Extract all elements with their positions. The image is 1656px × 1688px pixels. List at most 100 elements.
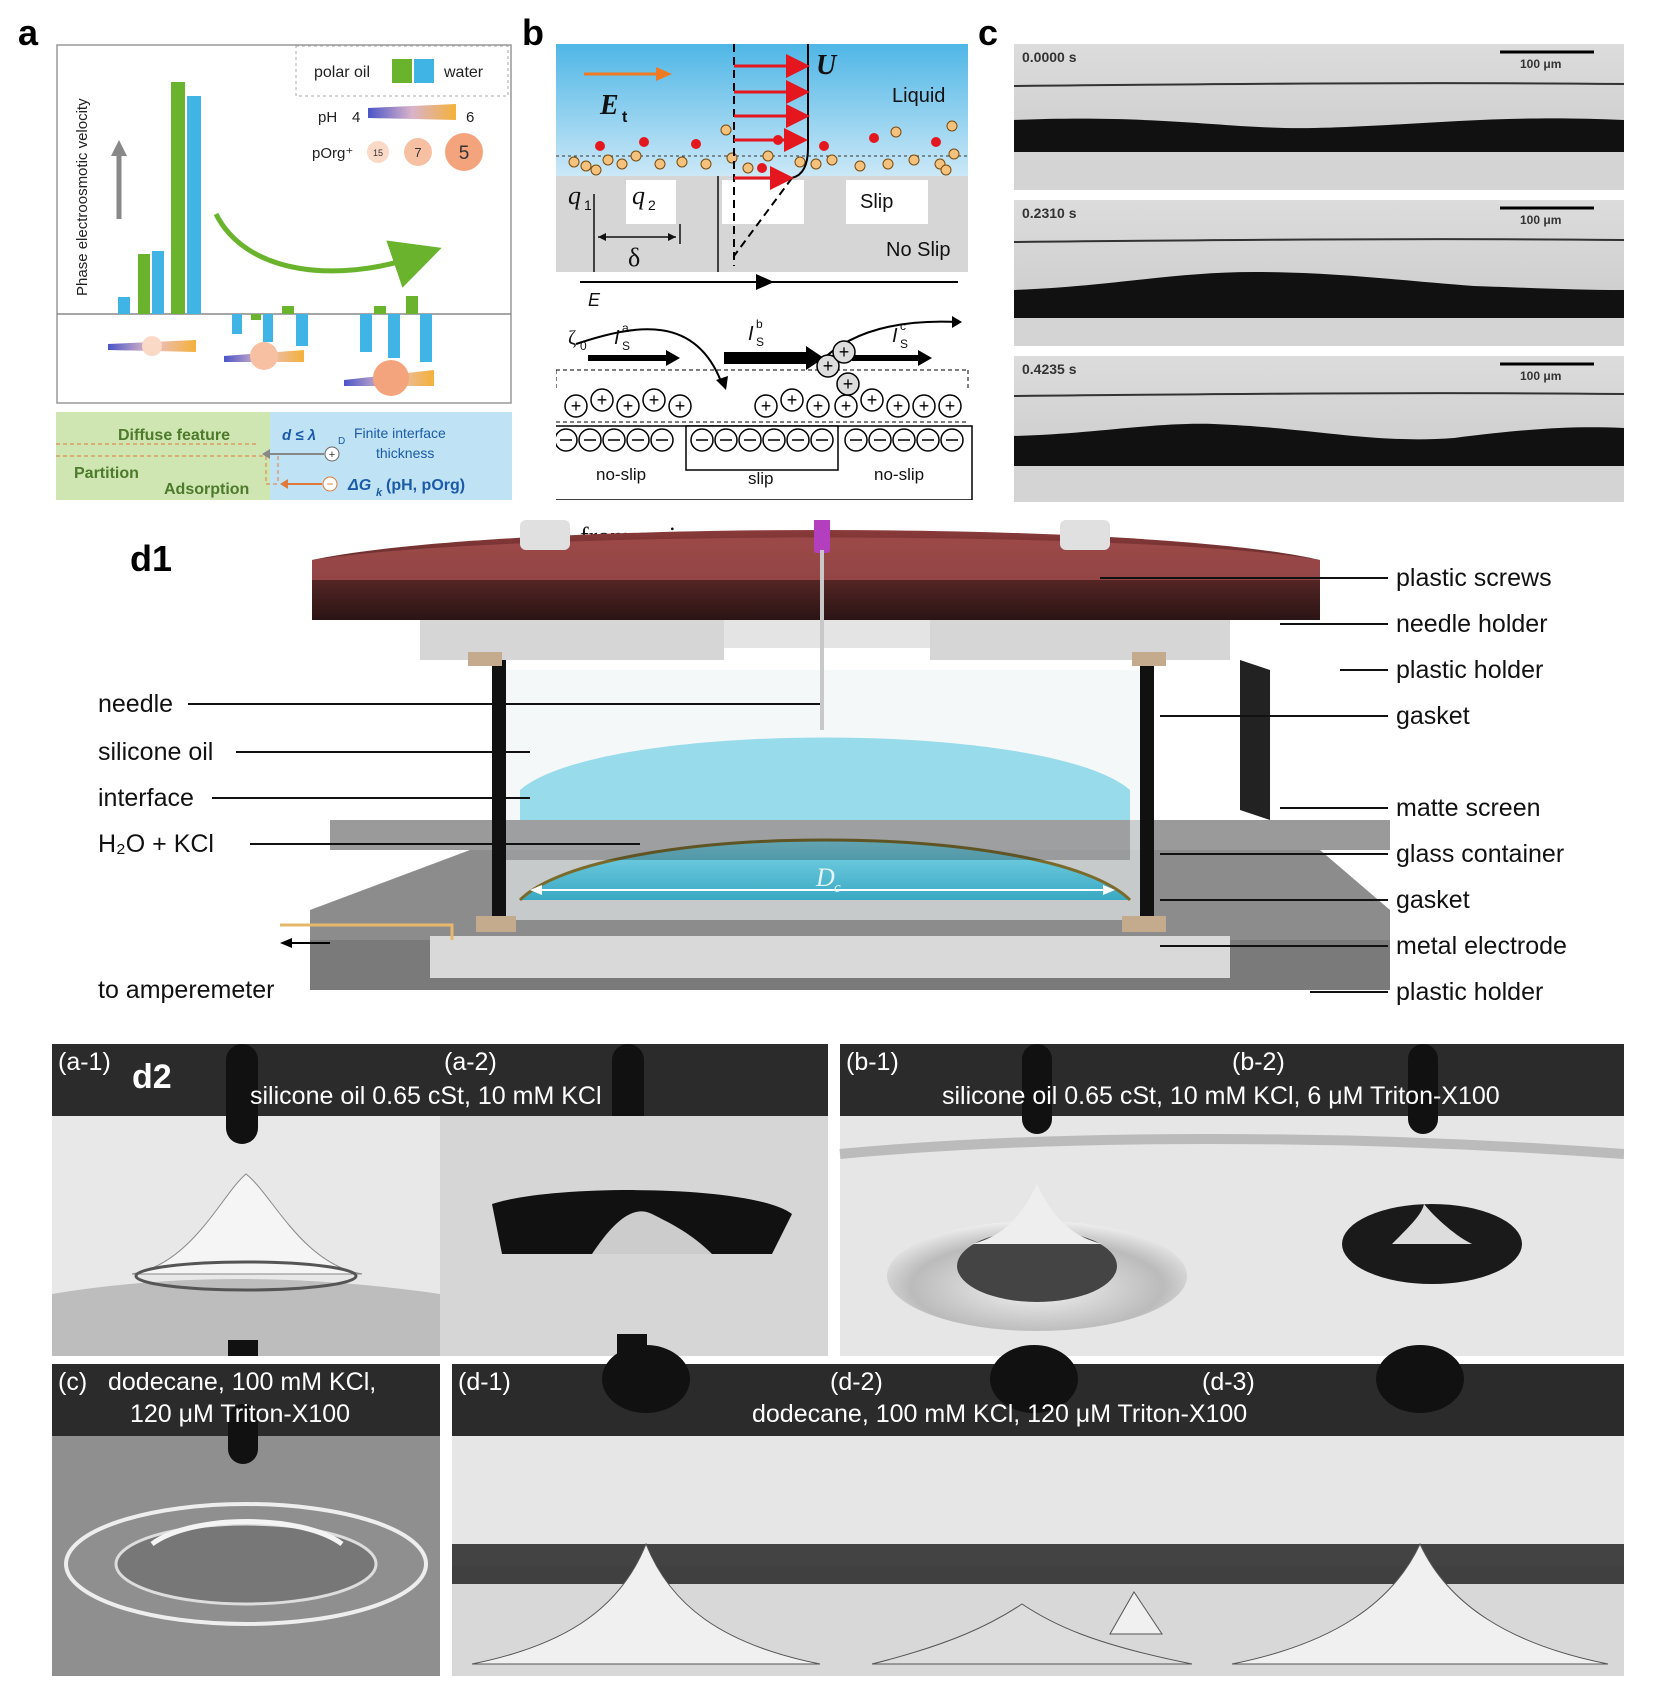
plastic-holder-top-right [930, 620, 1230, 660]
silicone-oil-layer [520, 737, 1130, 820]
panel-label-b: b [522, 12, 544, 53]
bar-oil-2 [138, 254, 150, 314]
bar-water-3 [187, 96, 201, 314]
frame-1-time: 0.0000 s [1022, 49, 1077, 65]
porg-value-5: 5 [459, 143, 470, 164]
no-slip-label: No Slip [886, 239, 950, 261]
frame-3: 0.4235 s 100 μm [1014, 356, 1624, 502]
porg-circle-15 [367, 141, 389, 163]
svg-text:+: + [571, 396, 582, 416]
zeta-sub: 0 [580, 339, 587, 353]
ph-min: 4 [352, 109, 360, 126]
svg-text:+: + [823, 356, 834, 376]
caption-c-2: 120 μM Triton-X100 [130, 1400, 350, 1428]
label-silicone-oil: silicone oil [98, 738, 213, 766]
delta-g-label: ΔG [347, 477, 371, 494]
label-plastic-holder-bottom: plastic holder [1396, 978, 1543, 1006]
label-d2: (d-2) [830, 1368, 883, 1396]
slip-label: Slip [860, 191, 893, 213]
label-d1: (d-1) [458, 1368, 511, 1396]
svg-text:+: + [893, 396, 904, 416]
porg-value-15: 15 [373, 148, 383, 158]
porg-circle-7 [404, 138, 432, 166]
label-a2: (a-2) [444, 1048, 497, 1076]
label-b2: (b-2) [1232, 1048, 1285, 1076]
caption-a: silicone oil 0.65 cSt, 10 mM KCl [250, 1082, 602, 1110]
label-to-amperemeter: to amperemeter [98, 976, 274, 1004]
Is-a-sub: S [622, 339, 630, 353]
frame-2: 0.2310 s 100 μm [1014, 200, 1624, 346]
d-lambda-label: d ≤ λ [282, 427, 316, 444]
panel-c-figure: 0.0000 s 100 μm 0.2310 s 100 μm 0.4235 s… [1014, 44, 1624, 502]
svg-text:+: + [761, 396, 772, 416]
svg-text:+: + [813, 396, 824, 416]
frame-3-time: 0.4235 s [1022, 361, 1077, 377]
panel-d1-figure: from syringe pump + power source D c nee… [98, 520, 1567, 1006]
bottom-no-slip-left: no-slip [596, 465, 646, 484]
frame-2-scale: 100 μm [1520, 213, 1561, 227]
Is-a-sup: a [622, 321, 629, 335]
liquid-label: Liquid [892, 85, 945, 107]
ph-max: 6 [466, 109, 474, 126]
adsorption-label: Adsorption [164, 481, 249, 498]
svg-text:+: + [329, 449, 335, 461]
plastic-screw-right [1060, 520, 1110, 550]
panel-label-a: a [18, 12, 39, 53]
svg-text:+: + [597, 390, 608, 410]
E-label: E [588, 290, 601, 310]
Is-b-sub: S [756, 335, 764, 349]
delta-g-args: (pH, pOrg) [386, 477, 465, 494]
label-plastic-holder-top: plastic holder [1396, 656, 1543, 684]
svg-text:+: + [841, 396, 852, 416]
caption-b: silicone oil 0.65 cSt, 10 mM KCl, 6 μM T… [942, 1082, 1500, 1110]
label-metal-electrode: metal electrode [1396, 932, 1567, 960]
porg-label: pOrg⁺ [312, 145, 353, 162]
water-kcl [520, 840, 1130, 900]
label-interface: interface [98, 784, 194, 812]
label-b1: (b-1) [846, 1048, 899, 1076]
diffuse-feature-label: Diffuse feature [118, 427, 230, 444]
dc-sub: c [834, 880, 841, 896]
Et-sub: t [622, 109, 628, 126]
dc-label: D [815, 863, 835, 892]
q2-sub: 2 [648, 197, 656, 213]
label-glass-container: glass container [1396, 840, 1564, 868]
porg-value-7: 7 [414, 145, 421, 160]
q1-label: q [568, 181, 581, 210]
svg-text:+: + [675, 396, 686, 416]
U-label: U [816, 50, 838, 81]
frame-3-scale: 100 μm [1520, 369, 1561, 383]
label-needle: needle [98, 690, 173, 718]
caption-d: dodecane, 100 mM KCl, 120 μM Triton-X100 [752, 1400, 1247, 1428]
needle [820, 550, 824, 730]
Is-c-sup: c [900, 319, 906, 333]
plastic-holder-bottom [430, 936, 1230, 978]
zeta-label: ζ [568, 327, 576, 349]
frame-1: 0.0000 s 100 μm [1014, 44, 1624, 190]
label-a1: (a-1) [58, 1048, 111, 1076]
svg-text:+: + [839, 342, 850, 362]
bar-oil-3 [171, 82, 185, 314]
label-gasket-bottom: gasket [1396, 886, 1470, 914]
legend-water-swatch [414, 59, 434, 83]
bottom-no-slip-right: no-slip [874, 465, 924, 484]
panel-label-c: c [978, 12, 999, 53]
groove-1 [626, 180, 676, 224]
q2-label: q [632, 181, 645, 210]
svg-text:−: − [326, 477, 333, 491]
panel-label-d1: d1 [130, 538, 173, 579]
svg-text:+: + [787, 390, 798, 410]
label-needle-holder: needle holder [1396, 610, 1548, 638]
panel-b-figure: E t U Liquid q 1 q 2 Slip No Slip δ E ζ … [556, 44, 973, 500]
panel-a-figure: polar oil water pH 4 6 pOrg⁺ 15 7 5 Phas… [56, 44, 512, 500]
panel-label-d2: d2 [132, 1058, 172, 1096]
frame-1-scale: 100 μm [1520, 57, 1561, 71]
plastic-screw-left [520, 520, 570, 550]
ph-label: pH [318, 109, 337, 126]
frame-2-time: 0.2310 s [1022, 205, 1077, 221]
caption-c-1: dodecane, 100 mM KCl, [108, 1368, 376, 1396]
finite-interface-label-1: Finite interface [354, 425, 446, 441]
label-water-kcl: H₂O + KCl [98, 830, 214, 858]
ph-gradient [368, 104, 456, 120]
label-plastic-screws: plastic screws [1396, 564, 1552, 592]
